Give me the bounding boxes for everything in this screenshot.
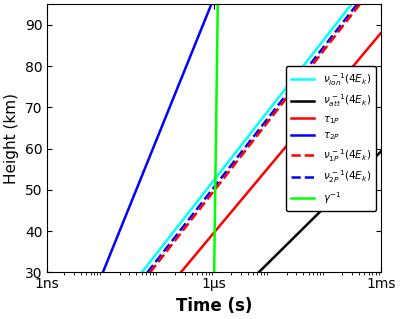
Y-axis label: Height (km): Height (km)	[4, 93, 19, 184]
X-axis label: Time (s): Time (s)	[176, 297, 252, 315]
Legend: $\nu_{ion}^{\,-1}(4E_k)$, $\nu_{att}^{\,-1}(4E_k)$, $\tau_{1P}$, $\tau_{2P}$, $\: $\nu_{ion}^{\,-1}(4E_k)$, $\nu_{att}^{\,…	[286, 66, 376, 211]
